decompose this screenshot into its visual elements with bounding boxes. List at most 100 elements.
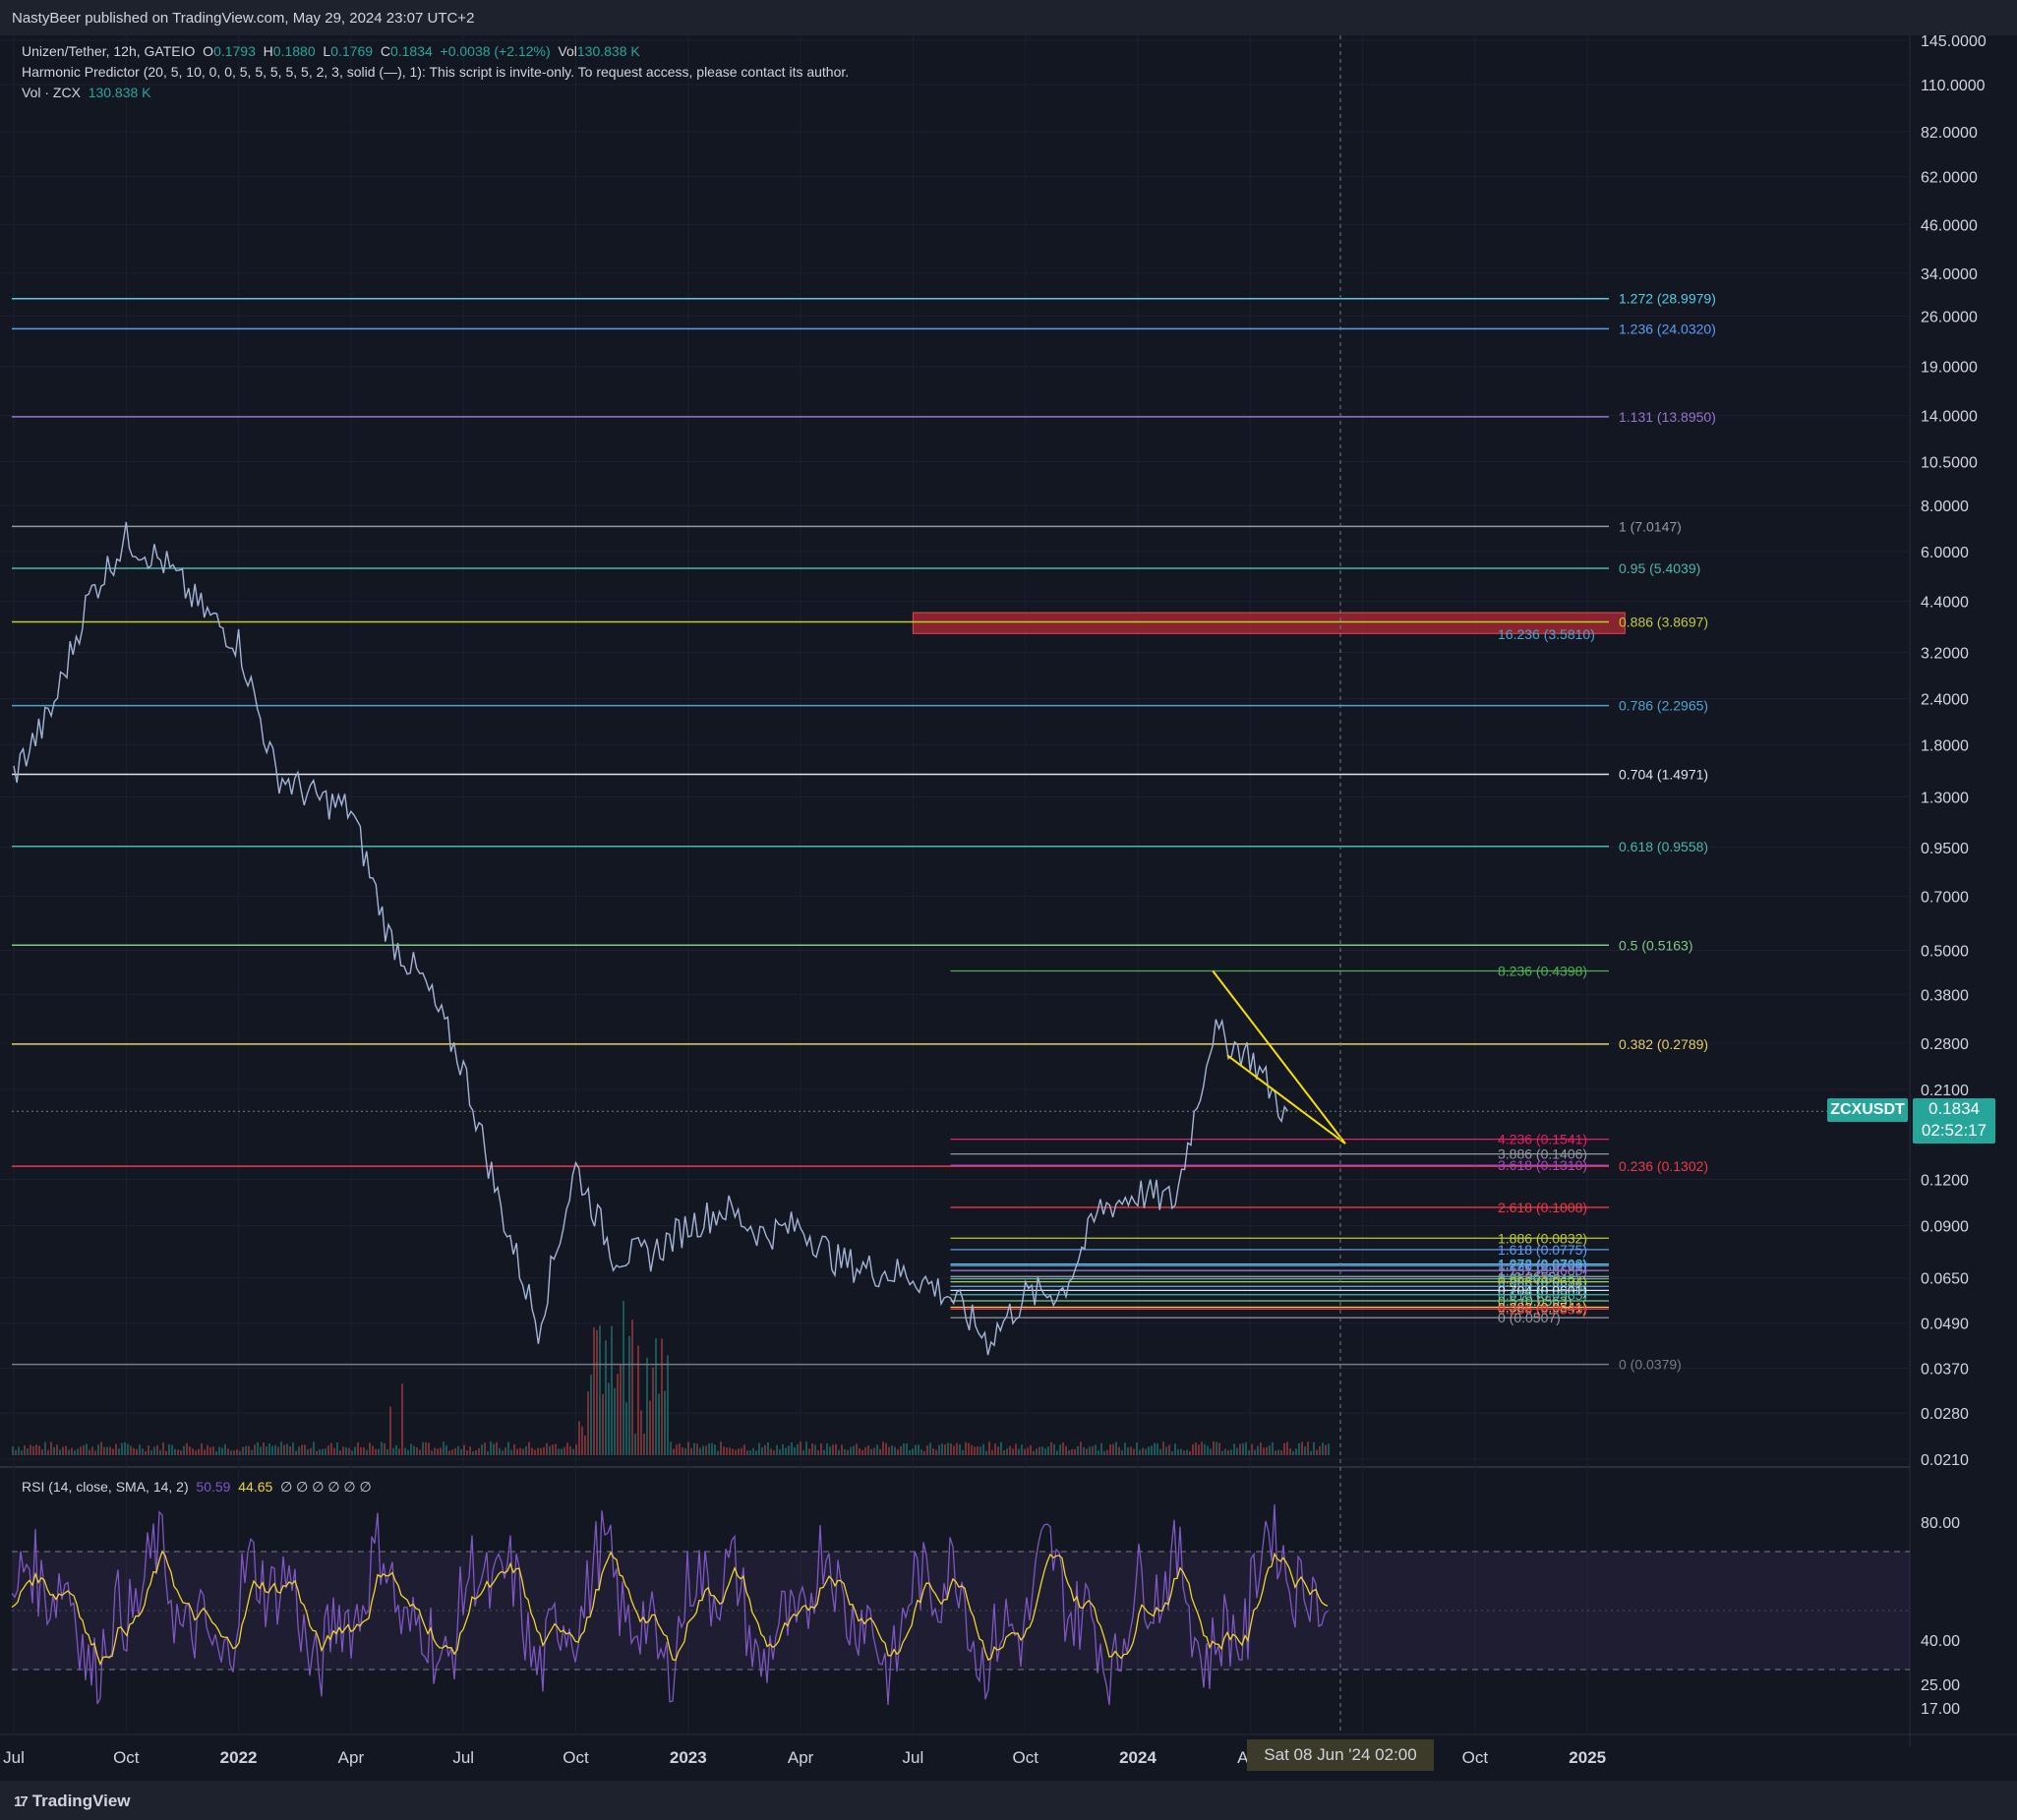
- projection-label: 1.236 (0.0701): [1498, 1258, 1587, 1273]
- y-tick-label: 0.0650: [1921, 1271, 1969, 1288]
- volume-bar: [1018, 1448, 1020, 1455]
- volume-bar: [431, 1450, 433, 1455]
- volume-bar: [404, 1447, 406, 1455]
- y-tick-label: 46.0000: [1921, 217, 1978, 234]
- volume-bar: [1154, 1442, 1156, 1455]
- price-line[interactable]: [13, 521, 1288, 1356]
- y-tick-label: 0.0210: [1921, 1452, 1969, 1469]
- volume-bar: [646, 1357, 648, 1455]
- volume-bar: [1224, 1448, 1226, 1455]
- rsi-legend[interactable]: RSI (14, close, SMA, 14, 2) 50.59 44.65 …: [22, 1479, 372, 1495]
- volume-bar: [1097, 1450, 1099, 1455]
- volume-bar: [531, 1447, 533, 1455]
- volume-bar: [788, 1445, 790, 1455]
- projection-label: 1 (0.0655): [1498, 1268, 1561, 1284]
- volume-bar: [1283, 1442, 1285, 1455]
- volume-bar: [590, 1374, 592, 1455]
- volume-bar: [174, 1448, 176, 1455]
- volume-bar: [215, 1450, 217, 1455]
- volume-bar: [360, 1446, 362, 1455]
- volume-bar: [348, 1447, 350, 1455]
- volume-bar: [239, 1450, 241, 1455]
- volume-bar: [915, 1444, 917, 1455]
- target-zone[interactable]: [912, 612, 1626, 634]
- volume-bar: [1304, 1446, 1306, 1455]
- volume-bar: [304, 1444, 306, 1455]
- volume-bar: [861, 1449, 863, 1455]
- volume-bar: [496, 1441, 498, 1455]
- volume-bar: [502, 1450, 504, 1455]
- volume-bar: [56, 1444, 58, 1455]
- volume-bar: [445, 1444, 447, 1455]
- volume-bar: [776, 1444, 778, 1455]
- volume-bar: [623, 1301, 624, 1455]
- projection-label: 0.618 (0.0585): [1498, 1287, 1587, 1303]
- volume-bar: [655, 1338, 657, 1455]
- volume-bar: [923, 1450, 925, 1455]
- volume-bar: [1080, 1441, 1082, 1455]
- volume-bar: [280, 1441, 282, 1455]
- projection-label: 0.382 (0.0541): [1498, 1300, 1587, 1316]
- volume-bar: [381, 1441, 383, 1455]
- volume-bar: [611, 1325, 613, 1455]
- volume-bar: [864, 1447, 866, 1455]
- y-tick-label: 6.0000: [1921, 545, 1969, 561]
- volume-bar: [723, 1446, 725, 1455]
- volume-bar: [177, 1449, 179, 1455]
- volume-bar: [1136, 1442, 1138, 1455]
- projection-label: 3.886 (0.1406): [1498, 1146, 1587, 1162]
- indicator-legend[interactable]: Harmonic Predictor (20, 5, 10, 0, 0, 5, …: [22, 64, 850, 80]
- y-tick-label: 145.0000: [1921, 35, 1987, 50]
- y-tick-label: 0.3800: [1921, 987, 1969, 1004]
- volume-bar: [661, 1338, 663, 1455]
- volume-bar: [929, 1442, 931, 1455]
- volume-bar: [1275, 1450, 1276, 1455]
- legend-volume: 130.838 K: [576, 43, 640, 59]
- volume-bar: [802, 1450, 804, 1455]
- volume-bar: [1074, 1449, 1076, 1455]
- volume-bar: [670, 1441, 672, 1455]
- volume-bar: [322, 1448, 324, 1455]
- volume-bar: [27, 1448, 29, 1455]
- volume-bar: [1233, 1443, 1235, 1455]
- volume-bar: [1095, 1444, 1097, 1455]
- volume-bar: [1213, 1441, 1215, 1455]
- y-tick-label: 0.2100: [1921, 1083, 1969, 1099]
- volume-bar: [941, 1443, 943, 1455]
- volume-bar: [1006, 1448, 1008, 1455]
- volume-legend[interactable]: Vol · ZCX 130.838 K: [22, 85, 151, 100]
- volume-bar: [1059, 1444, 1061, 1455]
- volume-bar: [1198, 1444, 1200, 1455]
- price-chart[interactable]: 1.272 (28.9979) 1.236 (24.0320) 1.131 (13.…: [0, 35, 2017, 1781]
- volume-bar: [714, 1444, 716, 1455]
- rsi-sma-line[interactable]: [11, 1550, 1329, 1667]
- volume-bar: [330, 1442, 332, 1455]
- volume-bar: [844, 1448, 846, 1455]
- volume-bar: [903, 1442, 905, 1455]
- volume-bar: [599, 1325, 601, 1455]
- volume-bar: [1148, 1446, 1150, 1455]
- tradingview-logo[interactable]: 17 TradingView: [14, 1791, 131, 1810]
- volume-bar: [528, 1441, 530, 1455]
- wedge-lower-trendline[interactable]: [1226, 1054, 1346, 1145]
- volume-bar: [947, 1442, 949, 1455]
- volume-bar: [918, 1444, 920, 1455]
- volume-bar: [307, 1448, 309, 1455]
- volume-bar: [920, 1449, 922, 1455]
- volume-bar: [1301, 1441, 1303, 1455]
- volume-bar: [566, 1442, 568, 1455]
- volume-bar: [392, 1447, 394, 1455]
- price-scale-area[interactable]: [1910, 35, 2017, 1781]
- volume-bar: [847, 1449, 849, 1455]
- y-tick-label: 0.0280: [1921, 1406, 1969, 1423]
- wedge-upper-trendline[interactable]: [1212, 969, 1346, 1145]
- volume-bar: [888, 1446, 890, 1455]
- volume-bar: [121, 1442, 123, 1455]
- volume-bar: [979, 1446, 981, 1455]
- volume-bar: [634, 1434, 636, 1455]
- volume-bar: [233, 1450, 235, 1455]
- volume-bar: [649, 1400, 651, 1455]
- rsi-line[interactable]: [11, 1503, 1329, 1706]
- volume-bar: [741, 1447, 742, 1455]
- y-tick-label: 0.2800: [1921, 1036, 1969, 1053]
